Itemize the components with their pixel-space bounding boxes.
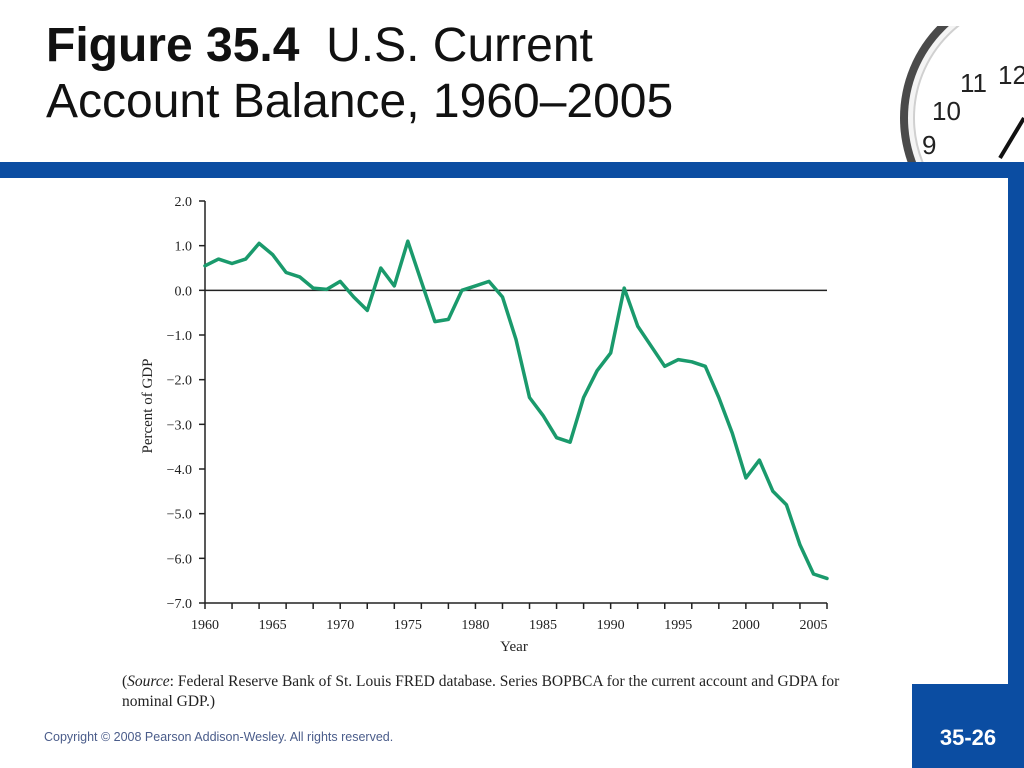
clock-numeral-12: 12 [998, 60, 1024, 90]
x-tick-label: 2000 [732, 618, 760, 633]
clock-numeral-11: 11 [960, 68, 987, 98]
source-text: : Federal Reserve Bank of St. Louis FRED… [122, 673, 840, 710]
y-tick-label: 1.0 [175, 240, 193, 255]
x-tick-label: 1985 [529, 618, 557, 633]
y-tick-label: −5.0 [167, 508, 192, 523]
y-axis-title: Percent of GDP [140, 359, 156, 454]
y-tick-label: −2.0 [167, 374, 192, 389]
header-rule [0, 162, 1024, 178]
x-tick-label: 1990 [597, 618, 625, 633]
title-line-1: U.S. Current [326, 19, 593, 72]
page-number-badge: 35-26 [912, 684, 1024, 768]
x-tick-label: 1995 [664, 618, 692, 633]
y-tick-label: −4.0 [167, 463, 192, 478]
figure-number: Figure 35.4 [46, 19, 300, 72]
x-tick-label: 1965 [259, 618, 287, 633]
y-tick-label: −1.0 [167, 329, 192, 344]
current-account-series-line [203, 239, 829, 581]
clock-numeral-10: 10 [932, 96, 961, 126]
y-tick-label: −6.0 [167, 552, 192, 567]
y-tick-label: 2.0 [175, 195, 193, 210]
source-label: Source [127, 673, 170, 690]
x-tick-label: 1960 [191, 618, 219, 633]
right-edge-bar [1008, 178, 1024, 684]
y-tick-label: −3.0 [167, 418, 192, 433]
copyright-notice: Copyright © 2008 Pearson Addison-Wesley.… [44, 730, 394, 744]
x-tick-label: 1980 [461, 618, 489, 633]
source-note: (Source: Federal Reserve Bank of St. Lou… [122, 673, 840, 710]
x-axis-title: Year [500, 639, 528, 655]
y-tick-label: 0.0 [175, 284, 193, 299]
slide-title: Figure 35.4 U.S. Current Account Balance… [46, 18, 673, 130]
y-tick-label: −7.0 [167, 597, 192, 612]
x-tick-label: 1975 [394, 618, 422, 633]
x-tick-label: 1970 [326, 618, 354, 633]
title-line-2: Account Balance, 1960–2005 [46, 75, 674, 128]
x-tick-label: 2005 [799, 618, 827, 633]
clock-icon: 12 10 11 9 [890, 26, 1024, 166]
clock-numeral-9: 9 [922, 130, 936, 160]
